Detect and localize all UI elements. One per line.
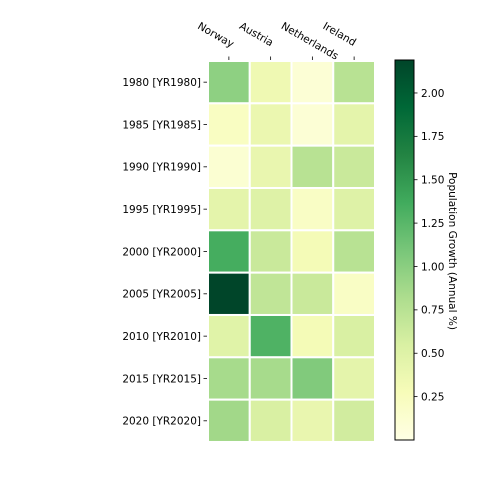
heatmap-cell: [207, 271, 251, 316]
heatmap-cell: [207, 313, 251, 359]
x-tick-label: Norway: [195, 20, 236, 50]
heatmap-cell: [207, 60, 251, 105]
y-tick-labels: 1980 [YR1980] 1985 [YR1985] 1990 [YR1990] 1…: [122, 77, 207, 428]
heatmap-cell: [332, 186, 376, 232]
colorbar-tick-label: 0.75: [421, 305, 444, 317]
heatmap-cell: [248, 229, 293, 274]
heatmap-cell: [290, 102, 335, 147]
colorbar-tick-label: 2.00: [421, 88, 444, 100]
heatmap-cell: [248, 186, 293, 232]
colorbar-gradient: [394, 59, 415, 441]
heatmap-cell: [248, 144, 293, 189]
heatmap-cell: [248, 398, 293, 443]
heatmap-cell: [248, 60, 293, 105]
colorbar-tick-label: 0.25: [421, 391, 444, 403]
colorbar-tick-label: 1.25: [421, 218, 444, 230]
heatmap-cell: [248, 102, 293, 147]
y-tick-label: 2000 [YR2000]: [122, 246, 201, 258]
heatmap-cell: [290, 398, 335, 443]
y-tick-label: 1985 [YR1985]: [122, 119, 201, 131]
colorbar: [394, 59, 415, 441]
heatmap-cell: [290, 60, 335, 105]
heatmap-cell: [207, 102, 251, 147]
colorbar-tick-label: 1.50: [421, 175, 444, 187]
heatmap-cell: [332, 271, 376, 316]
y-tick-label: 1980 [YR1980]: [122, 77, 201, 89]
heatmap-cell: [207, 144, 251, 189]
heatmap-cell: [332, 398, 376, 443]
y-tick-label: 2020 [YR2020]: [122, 416, 201, 428]
y-tick-label: 1995 [YR1995]: [122, 204, 201, 216]
colorbar-label: Population Growth (Annual %): [446, 172, 458, 330]
y-tick-label: 2010 [YR2010]: [122, 331, 201, 343]
heatmap-cell: [332, 229, 376, 274]
heatmap-cell: [332, 144, 376, 189]
y-tick-label: 2015 [YR2015]: [122, 373, 201, 385]
heatmap-cell: [332, 313, 376, 359]
heatmap-cell: [248, 271, 293, 316]
y-tick-label: 1990 [YR1990]: [122, 162, 201, 174]
heatmap-cell: [332, 356, 376, 401]
heatmap-cell: [207, 186, 251, 232]
colorbar-ticks: 0.25 0.50 0.75 1.00 1.25 1.50 1.75 2.00: [414, 88, 444, 403]
y-tick-label: 2005 [YR2005]: [122, 289, 201, 301]
heatmap-cell: [290, 313, 335, 359]
heatmap-cell: [332, 102, 376, 147]
heatmap-cell: [290, 229, 335, 274]
heatmap-cell: [290, 186, 335, 232]
colorbar-tick-label: 1.75: [421, 131, 444, 143]
heatmap-cell: [290, 144, 335, 189]
heatmap-cell: [207, 356, 251, 401]
colorbar-tick-label: 1.00: [421, 261, 444, 273]
heatmap-cells: [207, 60, 376, 443]
colorbar-tick-label: 0.50: [421, 348, 444, 360]
heatmap-cell: [248, 313, 293, 359]
heatmap-cell: [290, 356, 335, 401]
heatmap-cell: [207, 229, 251, 274]
x-tick-label: Austria: [237, 20, 275, 49]
heatmap-cell: [207, 398, 251, 443]
heatmap-cell: [332, 60, 376, 105]
heatmap-cell: [248, 356, 293, 401]
heatmap-cell: [290, 271, 335, 316]
